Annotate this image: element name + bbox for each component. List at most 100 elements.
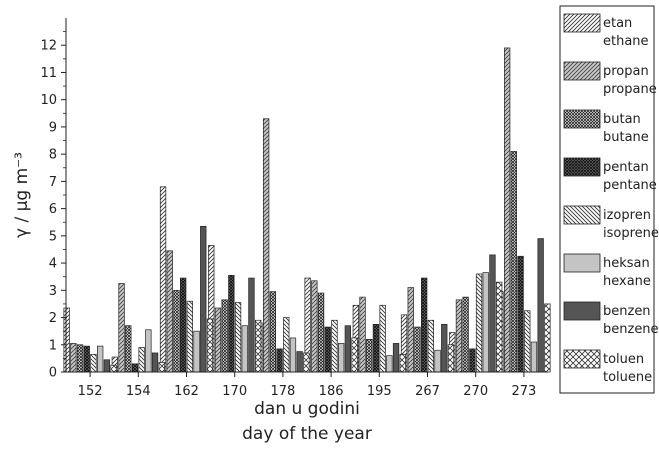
bar-propan-162: [166, 250, 173, 373]
bar-heksan-270: [482, 272, 489, 373]
bar-pentan-186: [324, 326, 331, 373]
legend-swatch-toluen: [563, 349, 601, 369]
y-tick-label: 6: [49, 202, 57, 217]
bar-toluen-162: [206, 318, 214, 373]
x-tick-label: 154: [126, 384, 151, 399]
x-tick-label: 162: [174, 384, 199, 399]
y-axis-title: γ / μg m⁻³: [12, 152, 32, 238]
legend-label: pentan: [603, 160, 649, 175]
bar-izopren-170: [234, 302, 242, 373]
legend-label: benzen: [603, 304, 651, 319]
bar-benzen-267: [441, 324, 448, 373]
bar-toluen-267: [447, 344, 455, 373]
bar-benzen-178: [296, 351, 303, 373]
bar-benzen-195: [392, 343, 400, 373]
legend-label: heksan: [603, 256, 650, 271]
legend: etan ethane propan propane butan butane pentan…: [559, 5, 659, 394]
bar-izopren-267: [427, 319, 434, 373]
y-tick-label: 3: [49, 284, 57, 299]
y-tick-label: 5: [49, 229, 57, 244]
bar-pentan-270: [469, 348, 476, 373]
legend-label-en: ethane: [603, 34, 649, 49]
bar-benzen-152: [103, 359, 111, 373]
legend-swatch-izopren: [563, 205, 601, 225]
y-tick-label: 4: [49, 257, 57, 272]
bar-propan-170: [214, 307, 222, 373]
legend-label-en: propane: [603, 82, 657, 97]
bar-heksan-195: [386, 355, 393, 373]
bar-toluen-154: [158, 362, 165, 373]
bar-toluen-170: [255, 319, 262, 373]
bar-propan-273: [504, 47, 511, 373]
legend-swatch-benzen: [563, 301, 601, 321]
y-tick-label: 2: [49, 311, 57, 326]
bar-butan-154: [125, 325, 132, 373]
legend-swatch-pentan: [563, 157, 601, 177]
bar-butan-273: [510, 151, 517, 373]
y-tick-label: 12: [40, 39, 57, 54]
bar-heksan-178: [289, 337, 297, 373]
bar-pentan-267: [421, 277, 428, 373]
bar-pentan-170: [228, 274, 235, 373]
legend-label: izopren: [603, 208, 651, 223]
bar-butan-178: [269, 291, 276, 373]
y-tick-label: 1: [49, 338, 57, 353]
bar-benzen-154: [151, 352, 159, 373]
legend-label: etan: [603, 16, 632, 31]
bar-toluen-178: [303, 352, 310, 373]
bar-izopren-178: [283, 317, 290, 373]
x-axis-title: dan u godini: [254, 399, 360, 419]
bar-butan-170: [221, 299, 228, 373]
x-tick-label: 178: [270, 384, 295, 399]
legend-swatch-propan: [563, 61, 601, 81]
x-tick-label: 273: [511, 384, 536, 399]
bar-benzen-270: [489, 254, 496, 373]
x-tick-label: 195: [367, 384, 392, 399]
bar-toluen-195: [399, 353, 406, 373]
bar-etan-162: [159, 186, 167, 373]
x-tick-label: 152: [78, 384, 103, 399]
bar-pentan-152: [83, 345, 90, 373]
bar-heksan-186: [338, 343, 345, 373]
x-tick-label: 267: [415, 384, 440, 399]
bar-benzen-170: [248, 277, 255, 373]
y-tick-label: 9: [49, 120, 57, 135]
x-tick-label: 170: [222, 384, 247, 399]
legend-label-en: benzene: [603, 322, 659, 337]
bar-propan-195: [359, 296, 366, 373]
y-tick-label: 7: [49, 175, 57, 190]
bar-izopren-152: [90, 353, 97, 373]
legend-swatch-butan: [563, 109, 601, 129]
legend-swatch-etan: [563, 13, 601, 33]
x-tick-label: 270: [463, 384, 488, 399]
bar-butan-195: [366, 338, 373, 373]
bar-heksan-170: [241, 325, 248, 373]
bar-toluen-273: [544, 303, 551, 373]
bar-heksan-162: [193, 330, 200, 373]
bar-heksan-154: [145, 329, 152, 373]
bar-propan-267: [407, 287, 414, 373]
legend-label-en: butane: [603, 130, 649, 145]
bar-izopren-270: [475, 273, 483, 373]
bar-propan-154: [118, 283, 125, 373]
bar-pentan-162: [180, 277, 187, 373]
bar-toluen-186: [351, 337, 358, 373]
bar-pentan-178: [276, 348, 283, 373]
bar-heksan-267: [434, 349, 441, 373]
legend-label-en: pentane: [603, 178, 657, 193]
legend-swatch-heksan: [563, 253, 601, 273]
legend-label: propan: [603, 64, 649, 79]
x-tick-label: 186: [319, 384, 344, 399]
y-tick-label: 10: [40, 93, 57, 108]
legend-label: butan: [603, 112, 641, 127]
legend-label-en: hexane: [603, 274, 651, 289]
bar-butan-267: [414, 326, 421, 373]
bar-heksan-152: [96, 345, 104, 373]
bar-benzen-162: [200, 225, 207, 373]
y-tick-label: 0: [49, 366, 57, 381]
bar-butan-186: [317, 292, 325, 373]
legend-label-en: isoprene: [603, 226, 659, 241]
x-axis: 152 154 162 170 178 186 195 267 270 273 dan u godi…: [66, 371, 548, 444]
